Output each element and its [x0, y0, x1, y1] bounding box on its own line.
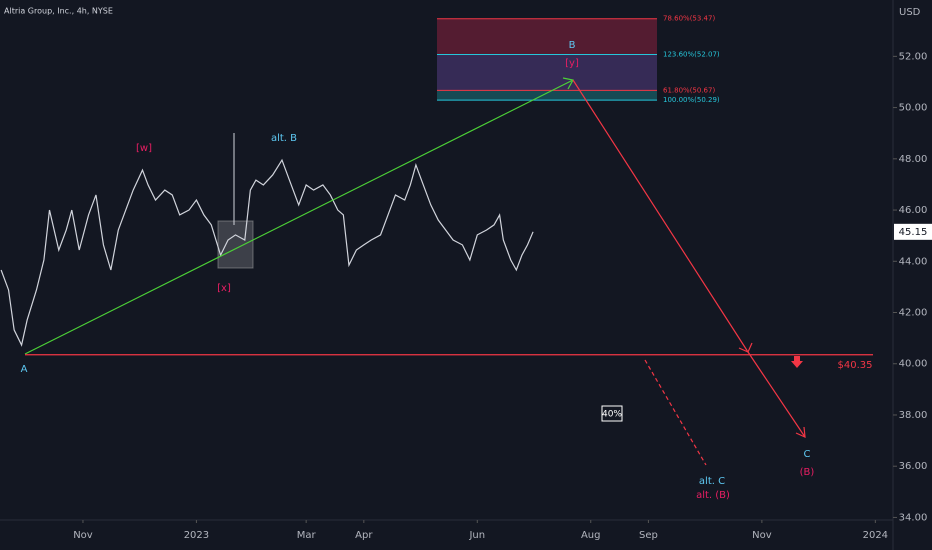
label-w: [w]: [136, 143, 152, 154]
price-tag-label: 45.15: [899, 227, 928, 238]
fib-zone: [437, 90, 657, 101]
y-tick-label: 42.00: [899, 308, 928, 319]
fib-zone: [437, 18, 657, 55]
y-tick-label: 44.00: [899, 256, 928, 267]
label-alt-b: alt. B: [271, 133, 297, 144]
x-tick-label: Aug: [581, 530, 601, 541]
currency: USD: [899, 7, 921, 18]
fib-label: 100.00%(50.29): [663, 96, 720, 104]
label-alt-paren-b: alt. (B): [696, 490, 730, 501]
fib-label: 123.60%(52.07): [663, 51, 720, 59]
label-b: B: [569, 40, 576, 51]
price-line: [0, 158, 534, 347]
y-tick-label: 34.00: [899, 512, 928, 523]
label-c: C: [804, 449, 811, 460]
fib-box: 78.60%(53.47) 123.60%(52.07) 61.80%(50.67)…: [437, 15, 720, 104]
green-arrow: [24, 79, 574, 355]
target-label: $40.35: [838, 360, 873, 371]
arrow-head: [738, 342, 753, 353]
probability: 40%: [602, 410, 622, 420]
highlight-box: [217, 220, 254, 269]
chart-title: Altria Group, Inc., 4h, NYSE: [4, 7, 113, 16]
label-y: [y]: [565, 58, 579, 69]
x-tick-label: Mar: [297, 530, 317, 541]
x-tick-label: Nov: [73, 530, 93, 541]
down-icon: [791, 356, 803, 368]
y-tick-label: 50.00: [899, 103, 928, 114]
y-tick-label: 36.00: [899, 461, 928, 472]
fib-label: 78.60%(53.47): [663, 15, 715, 23]
x-tick-label: Apr: [355, 530, 373, 541]
x-tick-label: 2024: [863, 530, 888, 541]
price-tag: [894, 223, 932, 240]
y-tick-label: 46.00: [899, 205, 928, 216]
fib-zone: [437, 54, 657, 91]
price-series: [0, 158, 534, 347]
y-tick-label: 52.00: [899, 51, 928, 62]
dashed-arrow: [644, 359, 707, 466]
y-tick-label: 40.00: [899, 359, 928, 370]
x-tick-label: Sep: [639, 530, 658, 541]
fib-label: 61.80%(50.67): [663, 86, 715, 94]
arrow-head: [795, 426, 806, 438]
x-tick-label: Jun: [468, 530, 485, 541]
y-tick-label: 38.00: [899, 410, 928, 421]
label-x: [x]: [217, 283, 231, 294]
label-paren-b: (B): [800, 467, 815, 478]
label-alt-c: alt. C: [699, 476, 725, 487]
x-tick-label: 2023: [184, 530, 209, 541]
x-tick-label: Nov: [752, 530, 772, 541]
y-tick-label: 48.00: [899, 154, 928, 165]
label-a: A: [21, 364, 28, 375]
probability-box: [601, 405, 623, 422]
